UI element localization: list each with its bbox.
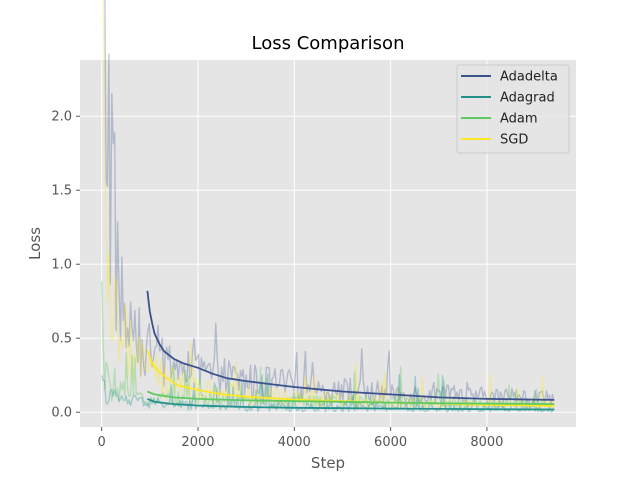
legend-label: Adam <box>500 112 538 127</box>
legend: Adadelta Adagrad Adam SGD <box>456 64 570 154</box>
series-lines <box>101 0 555 413</box>
chart-title: Loss Comparison <box>252 33 405 54</box>
legend-label: Adadelta <box>500 70 558 85</box>
x-tick-label: 2000 <box>181 435 214 450</box>
legend-label: SGD <box>500 133 528 148</box>
series-line-adagrad <box>147 398 555 411</box>
series-line-adadelta <box>146 290 555 401</box>
y-tick-label: 0.5 <box>51 332 72 347</box>
x-axis-label: Step <box>311 454 345 472</box>
series-raw-adadelta <box>104 0 555 408</box>
series-raw-adam <box>101 281 555 409</box>
x-tick-label: 8000 <box>470 435 503 450</box>
y-tick-label: 0.0 <box>51 406 72 421</box>
series-line-adam <box>147 390 555 405</box>
axis-ticks: 0 2000 4000 6000 8000 0.0 0.5 1.0 1.5 2.0 <box>51 110 503 450</box>
y-tick-label: 2.0 <box>51 110 72 125</box>
y-tick-label: 1.5 <box>51 184 72 199</box>
legend-box <box>456 64 570 154</box>
y-axis-label: Loss <box>26 227 44 260</box>
x-tick-label: 0 <box>98 435 106 450</box>
y-tick-label: 1.0 <box>51 258 72 273</box>
x-tick-label: 6000 <box>374 435 407 450</box>
x-tick-label: 4000 <box>278 435 311 450</box>
legend-label: Adagrad <box>500 91 555 106</box>
